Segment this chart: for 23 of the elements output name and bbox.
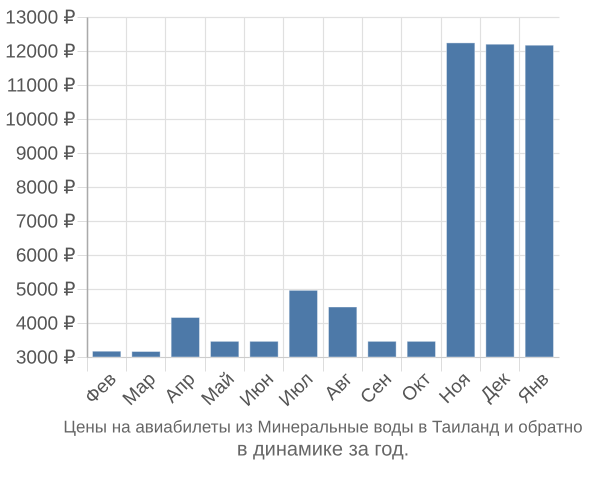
y-tick-label: 3000 ₽	[16, 348, 76, 368]
y-tick-label: 6000 ₽	[16, 246, 76, 266]
y-tick-label: 9000 ₽	[16, 144, 76, 164]
y-tick-label: 13000 ₽	[5, 8, 76, 28]
x-tick-label: Окт	[398, 368, 436, 406]
y-tick-label: 11000 ₽	[6, 76, 76, 96]
y-tick-label: 7000 ₽	[16, 212, 76, 232]
x-tick-label: Сен	[356, 368, 396, 408]
y-tick-label: 4000 ₽	[16, 314, 76, 334]
x-tick-label: Авг	[320, 368, 357, 405]
x-tick-label: Мар	[118, 368, 160, 410]
y-tick-label: 8000 ₽	[16, 178, 76, 198]
x-tick-label: Июн	[236, 368, 278, 411]
x-tick-label: Ноя	[436, 368, 475, 408]
x-tick-label: Янв	[514, 368, 554, 408]
text: в динамике за год.	[236, 438, 410, 461]
x-tick-label: Дек	[476, 368, 515, 406]
y-tick-label: 10000 ₽	[5, 110, 76, 130]
y-tick-label: 12000 ₽	[5, 42, 76, 62]
x-tick-label: Апр	[160, 368, 200, 408]
text: Цены на авиабилеты из Минеральные воды в Таиланд и обратно	[63, 418, 583, 437]
y-tick-label: 5000 ₽	[16, 280, 76, 300]
x-tick-label: Фев	[81, 368, 121, 408]
